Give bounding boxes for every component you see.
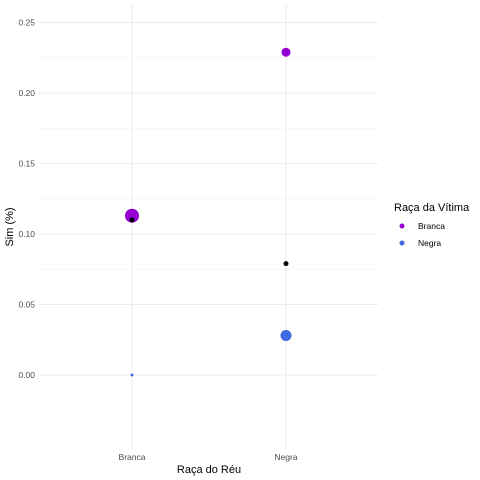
legend-label: Negra [418,238,441,248]
y-tick-label: 0.25 [18,18,35,28]
x-axis-tick-labels: Branca Negra [119,452,298,462]
y-tick-label: 0.20 [18,88,35,98]
y-axis-title: Sim (%) [4,207,16,246]
x-tick-label: Negra [274,452,297,462]
data-point [280,330,292,342]
data-point [125,208,139,223]
data-point [283,261,289,267]
legend-key [399,223,405,229]
legend-key [399,240,405,246]
y-tick-label: 0.05 [18,300,35,310]
data-point [129,217,135,223]
data-points [125,47,292,377]
legend-title: Raça da Vítima [394,202,470,214]
data-point [281,47,291,57]
major-gridlines [39,5,378,449]
minor-gridlines [39,57,378,411]
data-point [130,373,134,377]
legend-label: Branca [418,221,445,231]
y-tick-label: 0.00 [18,370,35,380]
legend: Raça da Vítima Branca Negra [394,202,470,248]
y-tick-label: 0.10 [18,229,35,239]
x-axis-title: Raça do Réu [177,464,241,476]
x-tick-label: Branca [119,452,146,462]
y-axis-tick-labels: 0.00 0.05 0.10 0.15 0.20 0.25 [18,18,35,380]
y-tick-label: 0.15 [18,159,35,169]
